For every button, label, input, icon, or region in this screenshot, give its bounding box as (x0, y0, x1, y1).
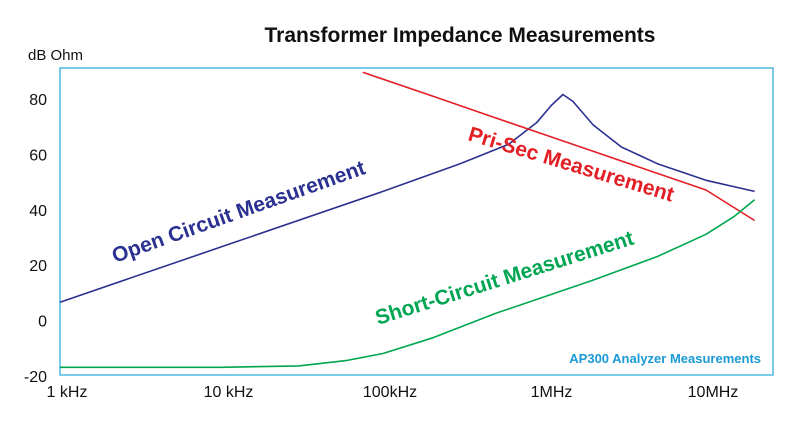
chart-title: Transformer Impedance Measurements (265, 24, 656, 47)
y-tick-label: -20 (24, 369, 47, 386)
plot-area-frame (59, 67, 774, 376)
annotation-credit: AP300 Analyzer Measurements (569, 351, 761, 366)
y-axis-label: dB Ohm (28, 47, 83, 64)
y-tick-label: 0 (38, 314, 47, 331)
x-tick-label: 1MHz (531, 384, 573, 401)
y-tick-label: 40 (29, 203, 47, 220)
y-tick-label: 80 (29, 92, 47, 109)
series-line-2 (362, 71, 756, 222)
x-tick-label: 10MHz (688, 384, 739, 401)
series-layer (59, 71, 756, 369)
y-tick-label: 20 (29, 258, 47, 275)
y-ticks: -20 0 20 40 60 80 (24, 92, 47, 386)
x-ticks: 1 kHz 10 kHz 100kHz 1MHz 10MHz (47, 384, 739, 401)
x-tick-label: 1 kHz (47, 384, 88, 401)
pri-sec-label: Pri-Sec Measurement (466, 123, 677, 207)
series-line-3 (60, 199, 756, 369)
x-tick-label: 100kHz (363, 384, 417, 401)
x-tick-label: 10 kHz (204, 384, 254, 401)
open-circuit-label: Open Circuit Measurement (109, 156, 368, 267)
y-tick-label: 60 (29, 147, 47, 164)
series-line-1 (59, 93, 755, 303)
